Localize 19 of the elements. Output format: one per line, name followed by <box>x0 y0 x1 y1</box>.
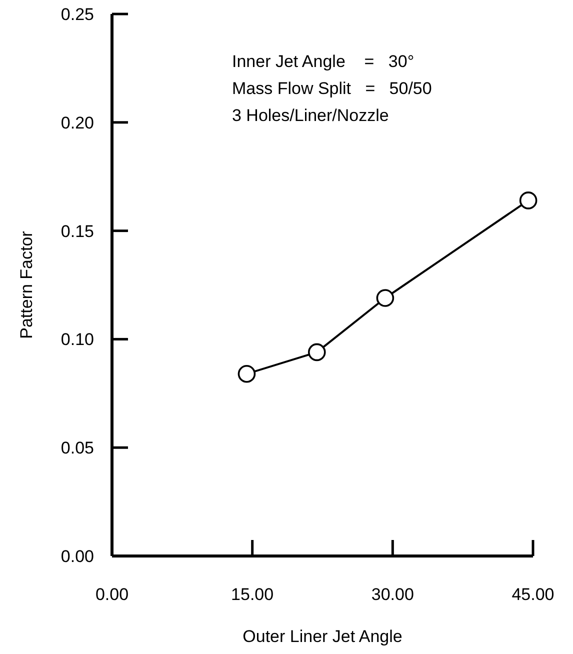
y-tick-label: 0.15 <box>60 222 94 241</box>
y-tick-label: 0.20 <box>60 113 94 132</box>
y-axis-title: Pattern Factor <box>17 230 36 339</box>
y-tick-label: 0.00 <box>60 546 94 566</box>
annotation: Inner Jet Angle = 30° <box>232 52 414 71</box>
annotation: 3 Holes/Liner/Nozzle <box>232 106 389 125</box>
point <box>376 289 394 307</box>
point <box>308 343 326 362</box>
point <box>519 192 538 210</box>
x-tick-label: 15.00 <box>231 585 274 604</box>
x-tick-label: 0.00 <box>95 585 129 604</box>
y-tick-label: 0.25 <box>60 4 94 24</box>
annotation: Mass Flow Split = 50/50 <box>232 79 432 98</box>
x-axis-title: Outer Liner Jet Angle <box>242 627 402 646</box>
point <box>238 364 256 383</box>
x-tick-label: 30.00 <box>371 585 414 604</box>
x-tick-label: 45.00 <box>512 585 554 604</box>
y-tick-label: 0.05 <box>60 438 94 458</box>
y-tick-label: 0.10 <box>60 330 94 350</box>
